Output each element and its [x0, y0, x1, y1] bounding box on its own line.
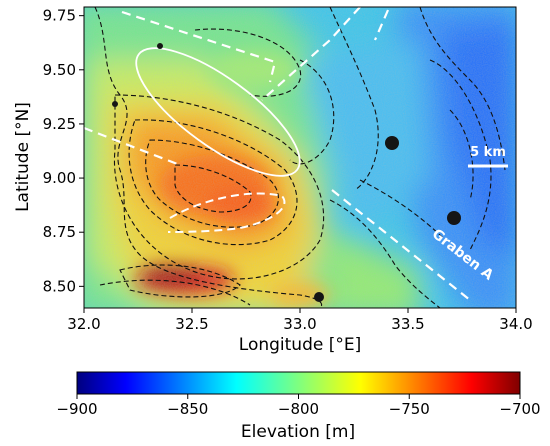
contour-line: [419, 7, 506, 171]
pit-marker: [157, 43, 163, 49]
dashed-arc-lower: [167, 192, 286, 233]
x-tick-label: 33.0: [283, 315, 316, 333]
highlight-ellipse: [135, 47, 301, 177]
colorbar-tick-label: −700: [499, 400, 540, 418]
colorbar-tick-label: −850: [167, 400, 208, 418]
pit-marker: [447, 211, 461, 225]
contour-line: [119, 264, 241, 298]
x-tick-label: 33.5: [391, 315, 424, 333]
contour-line: [128, 119, 298, 246]
pit-marker: [385, 136, 399, 150]
x-axis-ticks: 32.0 32.5 33.0 33.5 34.0: [67, 308, 533, 333]
x-axis-label: Longitude [°E]: [239, 335, 361, 355]
y-tick-label: 9.00: [43, 169, 76, 187]
graben-line-upper-left: [121, 10, 277, 83]
contour-line: [429, 59, 492, 251]
colorbar-tick-label: −900: [56, 400, 97, 418]
contour-line: [359, 179, 446, 241]
colorbar-label: Elevation [m]: [241, 422, 355, 442]
elevation-raster: [84, 7, 516, 308]
pit-marker: [314, 292, 324, 302]
colorbar: [76, 371, 521, 395]
y-tick-label: 9.75: [43, 7, 76, 25]
graben-line-left: [84, 126, 181, 167]
x-tick-label: 34.0: [499, 315, 532, 333]
x-tick-label: 32.5: [175, 315, 208, 333]
graben-line-upper-far: [373, 9, 390, 41]
y-tick-label: 9.50: [43, 61, 76, 79]
y-tick-label: 8.75: [43, 223, 76, 241]
y-tick-label: 9.25: [43, 115, 76, 133]
contour-line: [449, 109, 474, 201]
graben-line-upper-right: [261, 7, 361, 101]
contour-line: [113, 94, 325, 280]
contour-line: [329, 199, 441, 308]
scale-bar-label: 5 km: [470, 145, 506, 160]
colorbar-ticks: −900 −850 −800 −750 −700: [56, 394, 541, 418]
contour-line: [99, 279, 251, 306]
y-axis-label: Latitude [°N]: [13, 102, 33, 212]
colorbar-tick-label: −800: [278, 400, 319, 418]
contour-line: [174, 164, 252, 213]
contour-line: [94, 7, 323, 308]
y-axis-ticks: 8.50 8.75 9.00 9.25 9.50 9.75: [43, 7, 84, 295]
pit-marker: [112, 101, 118, 107]
contour-line: [289, 59, 335, 165]
contour-line: [329, 7, 379, 191]
y-tick-label: 8.50: [43, 277, 76, 295]
contour-line: [194, 28, 302, 97]
contour-lines: [94, 7, 506, 308]
x-tick-label: 32.0: [67, 315, 100, 333]
colorbar-tick-label: −750: [389, 400, 430, 418]
